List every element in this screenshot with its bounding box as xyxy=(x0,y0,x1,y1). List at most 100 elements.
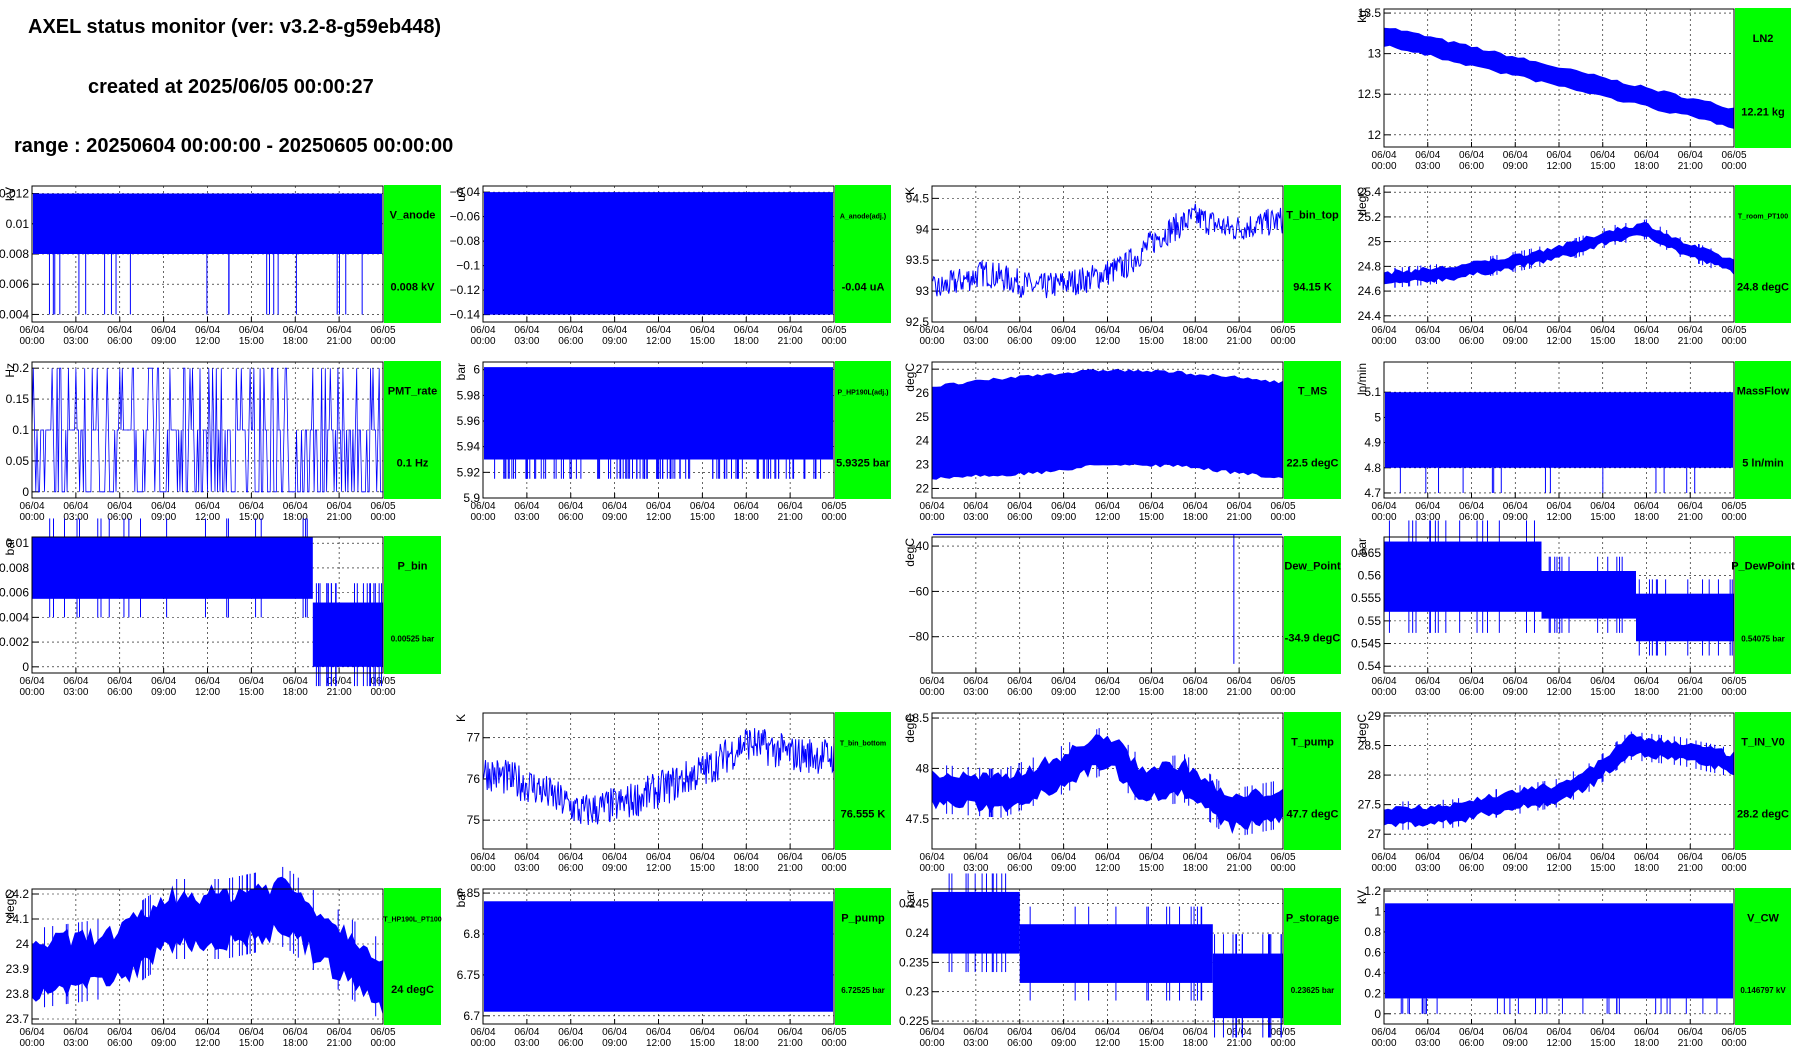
x-tick-date: 06/04 xyxy=(1546,325,1571,336)
x-tick-time: 12:00 xyxy=(646,1038,671,1049)
y-tick-label: 5.96 xyxy=(457,414,481,428)
y-tick-label: 5.92 xyxy=(457,465,481,479)
x-tick-time: 03:00 xyxy=(1415,336,1440,347)
x-tick-date: 06/04 xyxy=(470,325,495,336)
y-tick-label: 24.1 xyxy=(6,912,30,926)
x-tick-date: 06/04 xyxy=(963,501,988,512)
x-tick-time: 00:00 xyxy=(1270,512,1295,523)
y-tick-label: 0.8 xyxy=(1364,925,1381,939)
x-tick-time: 09:00 xyxy=(1503,336,1528,347)
y-tick-label: 28.5 xyxy=(1358,739,1382,753)
x-tick-label: 06/04 00:00 xyxy=(1371,1027,1396,1049)
x-tick-label: 06/04 15:00 xyxy=(1590,501,1615,523)
x-tick-label: 06/05 00:00 xyxy=(1721,150,1746,172)
x-tick-label: 06/04 03:00 xyxy=(1415,325,1440,347)
x-tick-time: 09:00 xyxy=(602,863,627,874)
x-tick-time: 00:00 xyxy=(370,687,395,698)
x-tick-date: 06/05 xyxy=(370,325,395,336)
status-name: P_DewPoint xyxy=(1731,561,1795,573)
x-tick-label: 06/05 00:00 xyxy=(1721,1027,1746,1049)
x-tick-date: 06/04 xyxy=(1634,852,1659,863)
x-tick-label: 06/04 12:00 xyxy=(1095,852,1120,874)
y-tick-label: 0.565 xyxy=(1351,546,1381,560)
x-tick-label: 06/04 15:00 xyxy=(1139,1027,1164,1049)
x-tick-time: 00:00 xyxy=(1371,687,1396,698)
x-tick-label: 06/04 06:00 xyxy=(1007,501,1032,523)
y-tick-label: 27.5 xyxy=(1358,798,1382,812)
x-tick-label: 06/04 03:00 xyxy=(963,325,988,347)
x-tick-label: 06/04 21:00 xyxy=(1227,501,1252,523)
x-tick-label: 06/04 09:00 xyxy=(1051,676,1076,698)
y-tick-label: 25 xyxy=(916,410,930,424)
data-envelope xyxy=(932,369,1283,480)
x-tick-label: 06/04 06:00 xyxy=(558,325,583,347)
y-tick-label: 92.5 xyxy=(906,315,930,329)
x-tick-label: 06/04 03:00 xyxy=(63,1027,88,1049)
x-tick-label: 06/04 03:00 xyxy=(514,852,539,874)
x-tick-date: 06/04 xyxy=(327,676,352,687)
x-tick-label: 06/04 06:00 xyxy=(107,676,132,698)
status-box xyxy=(1735,185,1791,323)
x-tick-date: 06/04 xyxy=(1459,325,1484,336)
x-tick-label: 06/04 03:00 xyxy=(963,501,988,523)
x-tick-date: 06/04 xyxy=(1371,501,1396,512)
x-tick-time: 18:00 xyxy=(1634,1038,1659,1049)
x-tick-label: 06/05 00:00 xyxy=(1270,325,1295,347)
x-tick-label: 06/04 00:00 xyxy=(19,676,44,698)
y-tick-label: −0.14 xyxy=(450,308,481,322)
status-box xyxy=(835,888,891,1025)
x-tick-date: 06/04 xyxy=(1095,1027,1120,1038)
y-tick-label: 4.7 xyxy=(1364,486,1381,500)
y-tick-label: 0.008 xyxy=(0,561,29,575)
x-tick-label: 06/04 18:00 xyxy=(1183,501,1208,523)
x-tick-label: 06/04 09:00 xyxy=(1503,150,1528,172)
data-series xyxy=(31,367,383,493)
y-tick-label: 5 xyxy=(1374,410,1381,424)
x-tick-label: 06/04 03:00 xyxy=(514,501,539,523)
x-tick-time: 18:00 xyxy=(1634,161,1659,172)
x-tick-date: 06/05 xyxy=(821,852,846,863)
x-tick-label: 06/04 21:00 xyxy=(1678,676,1703,698)
y-tick-label: 5.98 xyxy=(457,388,481,402)
x-tick-label: 06/04 03:00 xyxy=(963,852,988,874)
data-band xyxy=(1385,392,1733,468)
data-series xyxy=(484,367,833,479)
status-value: 0.146797 kV xyxy=(1740,986,1786,995)
x-tick-date: 06/05 xyxy=(1270,852,1295,863)
data-series xyxy=(932,728,1283,836)
x-tick-date: 06/04 xyxy=(151,325,176,336)
x-tick-date: 06/04 xyxy=(1634,676,1659,687)
x-tick-time: 06:00 xyxy=(558,512,583,523)
status-value: -0.04 uA xyxy=(842,282,885,294)
x-tick-label: 06/04 21:00 xyxy=(1678,150,1703,172)
data-series xyxy=(484,901,833,1012)
x-tick-label: 06/04 18:00 xyxy=(283,676,308,698)
x-tick-date: 06/04 xyxy=(283,501,308,512)
x-tick-date: 06/04 xyxy=(919,325,944,336)
x-tick-label: 06/04 00:00 xyxy=(919,325,944,347)
y-tick-label: 23 xyxy=(916,458,930,472)
x-tick-date: 06/04 xyxy=(63,1027,88,1038)
status-value: 28.2 degC xyxy=(1737,809,1789,821)
x-tick-label: 06/04 12:00 xyxy=(646,325,671,347)
x-tick-date: 06/04 xyxy=(1007,501,1032,512)
x-tick-time: 06:00 xyxy=(558,336,583,347)
plot-area xyxy=(1384,713,1734,849)
x-tick-date: 06/05 xyxy=(1270,501,1295,512)
y-tick-label: −0.1 xyxy=(456,259,480,273)
x-tick-date: 06/04 xyxy=(107,1027,132,1038)
x-tick-label: 06/04 18:00 xyxy=(1634,1027,1659,1049)
y-tick-label: 0.012 xyxy=(0,187,29,201)
x-tick-label: 06/04 03:00 xyxy=(1415,150,1440,172)
x-tick-time: 09:00 xyxy=(602,512,627,523)
x-tick-time: 12:00 xyxy=(195,512,220,523)
x-tick-label: 06/04 06:00 xyxy=(1459,150,1484,172)
x-tick-time: 21:00 xyxy=(778,863,803,874)
x-tick-label: 06/04 21:00 xyxy=(1227,1027,1252,1049)
x-tick-time: 18:00 xyxy=(1183,863,1208,874)
status-box xyxy=(1735,8,1791,148)
y-tick-label: 0.4 xyxy=(1364,966,1381,980)
x-tick-date: 06/04 xyxy=(1546,150,1571,161)
x-tick-date: 06/04 xyxy=(1415,150,1440,161)
x-tick-label: 06/04 18:00 xyxy=(283,501,308,523)
